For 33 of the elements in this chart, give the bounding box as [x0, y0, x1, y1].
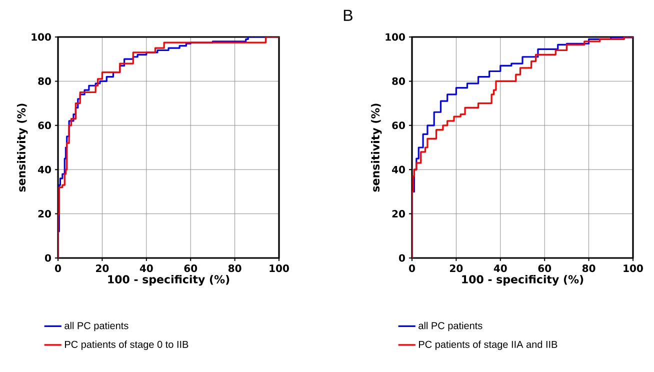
chart-title: B	[344, 10, 352, 21]
y-axis-title: sensitivity (%)	[370, 104, 382, 192]
x-tick-label: 60	[184, 264, 198, 272]
y-tick-label: 80	[392, 77, 405, 85]
y-tick-label: 0	[398, 254, 405, 262]
x-tick-label: 0	[409, 264, 415, 272]
x-tick-label: 20	[450, 264, 463, 272]
x-axis-title: 100 - specificity (%)	[108, 274, 230, 286]
y-axis-title: sensitivity (%)	[17, 104, 28, 192]
x-tick-label: 80	[582, 264, 596, 272]
x-tick-label: 80	[228, 264, 242, 272]
y-tick-label: 20	[392, 210, 405, 218]
x-tick-label: 20	[96, 264, 109, 272]
y-tick-label: 100	[32, 33, 51, 41]
x-tick-label: 60	[538, 264, 552, 272]
x-tick-label: 0	[55, 264, 62, 272]
x-tick-label: 100	[270, 264, 289, 272]
x-tick-label: 40	[140, 264, 153, 272]
x-tick-label: 40	[494, 264, 507, 272]
y-tick-label: 100	[386, 33, 405, 41]
legend-label: all PC patients	[418, 322, 482, 332]
legend-label: all PC patients	[64, 322, 128, 332]
y-tick-label: 80	[38, 77, 51, 85]
x-tick-label: 100	[624, 264, 643, 272]
legend-label: PC patients of stage 0 to IIB	[65, 340, 188, 350]
y-tick-label: 40	[392, 166, 405, 174]
y-tick-label: 0	[45, 254, 51, 262]
y-tick-label: 60	[392, 122, 405, 130]
legend-label: PC patients of stage IIA and IIB	[419, 340, 558, 350]
y-tick-label: 20	[38, 210, 51, 218]
y-tick-label: 60	[38, 122, 51, 130]
x-axis-title: 100 - specificity (%)	[462, 274, 584, 286]
y-tick-label: 40	[38, 166, 51, 174]
